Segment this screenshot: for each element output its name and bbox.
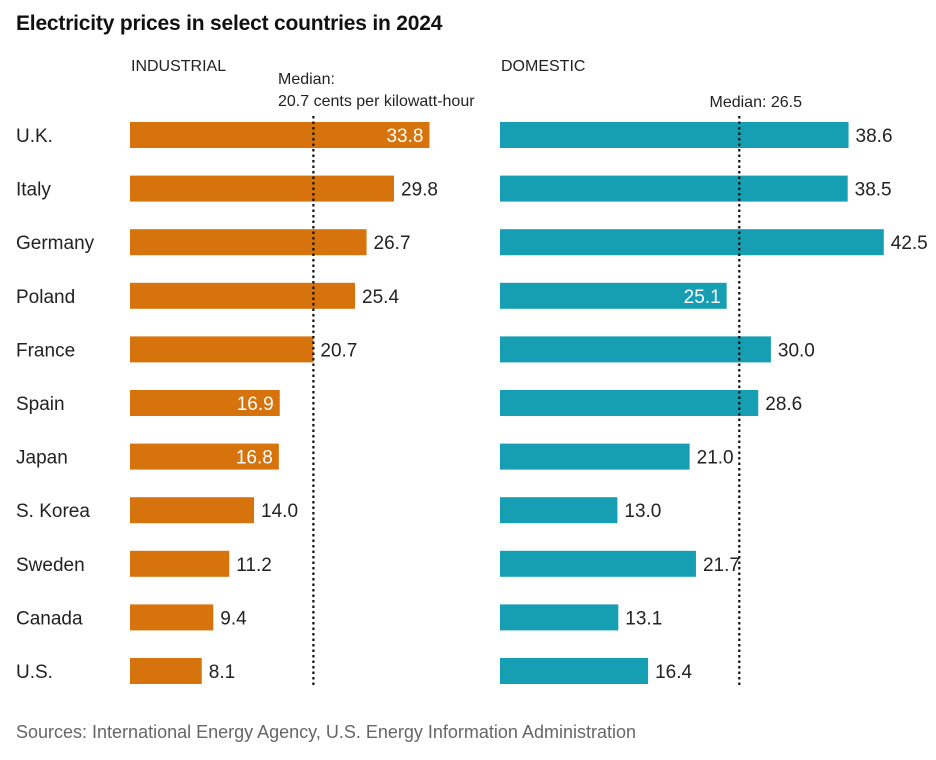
industrial-value-label: 33.8 (386, 126, 423, 147)
category-label: Spain (16, 394, 65, 415)
domestic-value-label: 13.1 (625, 608, 662, 629)
chart-title: Electricity prices in select countries i… (16, 12, 443, 35)
industrial-value-label: 20.7 (320, 340, 357, 361)
industrial-value-label: 26.7 (374, 233, 411, 254)
domestic-bar (500, 550, 696, 577)
industrial-bar (130, 390, 280, 416)
category-label: S. Korea (16, 501, 90, 522)
industrial-value-label: 16.9 (237, 394, 274, 415)
domestic-bar (500, 658, 649, 684)
domestic-bar (500, 336, 771, 363)
domestic-value-label: 42.5 (891, 233, 928, 254)
domestic-value-label: 21.7 (703, 555, 740, 576)
domestic-bar (500, 443, 690, 470)
domestic-bar (500, 604, 619, 631)
domestic-bar (500, 175, 848, 202)
industrial-bar (130, 122, 430, 148)
industrial-bar (130, 550, 230, 577)
industrial-value-label: 16.8 (236, 448, 273, 469)
industrial-value-label: 25.4 (362, 287, 399, 308)
domestic-bar (500, 122, 849, 148)
domestic-median-label: Median: 26.5 (709, 94, 802, 111)
industrial-bar (130, 658, 202, 684)
industrial-value-label: 8.1 (209, 662, 235, 683)
industrial-panel-label: INDUSTRIAL (131, 58, 226, 75)
industrial-bar (130, 336, 314, 363)
source-note: Sources: International Energy Agency, U.… (16, 722, 636, 742)
domestic-value-label: 16.4 (655, 662, 692, 683)
industrial-bar (130, 282, 356, 309)
domestic-value-label: 38.5 (855, 180, 892, 201)
industrial-value-label: 9.4 (220, 608, 247, 629)
industrial-value-label: 14.0 (261, 501, 298, 522)
domestic-value-label: 13.0 (624, 501, 661, 522)
industrial-bar (130, 604, 214, 631)
domestic-value-label: 25.1 (684, 287, 721, 308)
domestic-value-label: 38.6 (856, 126, 893, 147)
category-label: France (16, 340, 75, 361)
category-label: Italy (16, 180, 51, 201)
category-label: U.K. (16, 126, 53, 147)
category-label: Canada (16, 608, 83, 629)
domestic-bar (500, 390, 759, 416)
industrial-bar (130, 443, 279, 470)
industrial-value-label: 11.2 (236, 555, 272, 576)
category-label: Sweden (16, 555, 85, 576)
industrial-median-label: 20.7 cents per kilowatt-hour (278, 93, 475, 110)
domestic-bar (500, 497, 618, 524)
category-label: Germany (16, 233, 95, 254)
domestic-panel-label: DOMESTIC (501, 58, 585, 75)
industrial-median-label: Median: (278, 71, 335, 88)
domestic-value-label: 21.0 (697, 448, 734, 469)
domestic-bar (500, 282, 727, 309)
domestic-value-label: 30.0 (778, 340, 815, 361)
industrial-bar (130, 175, 395, 202)
industrial-bar (130, 229, 367, 256)
domestic-value-label: 28.6 (765, 394, 802, 415)
category-label: Japan (16, 448, 68, 469)
category-label: Poland (16, 287, 75, 308)
category-label: U.S. (16, 662, 53, 683)
industrial-value-label: 29.8 (401, 180, 438, 201)
industrial-bar (130, 497, 255, 524)
domestic-bar (500, 229, 884, 256)
